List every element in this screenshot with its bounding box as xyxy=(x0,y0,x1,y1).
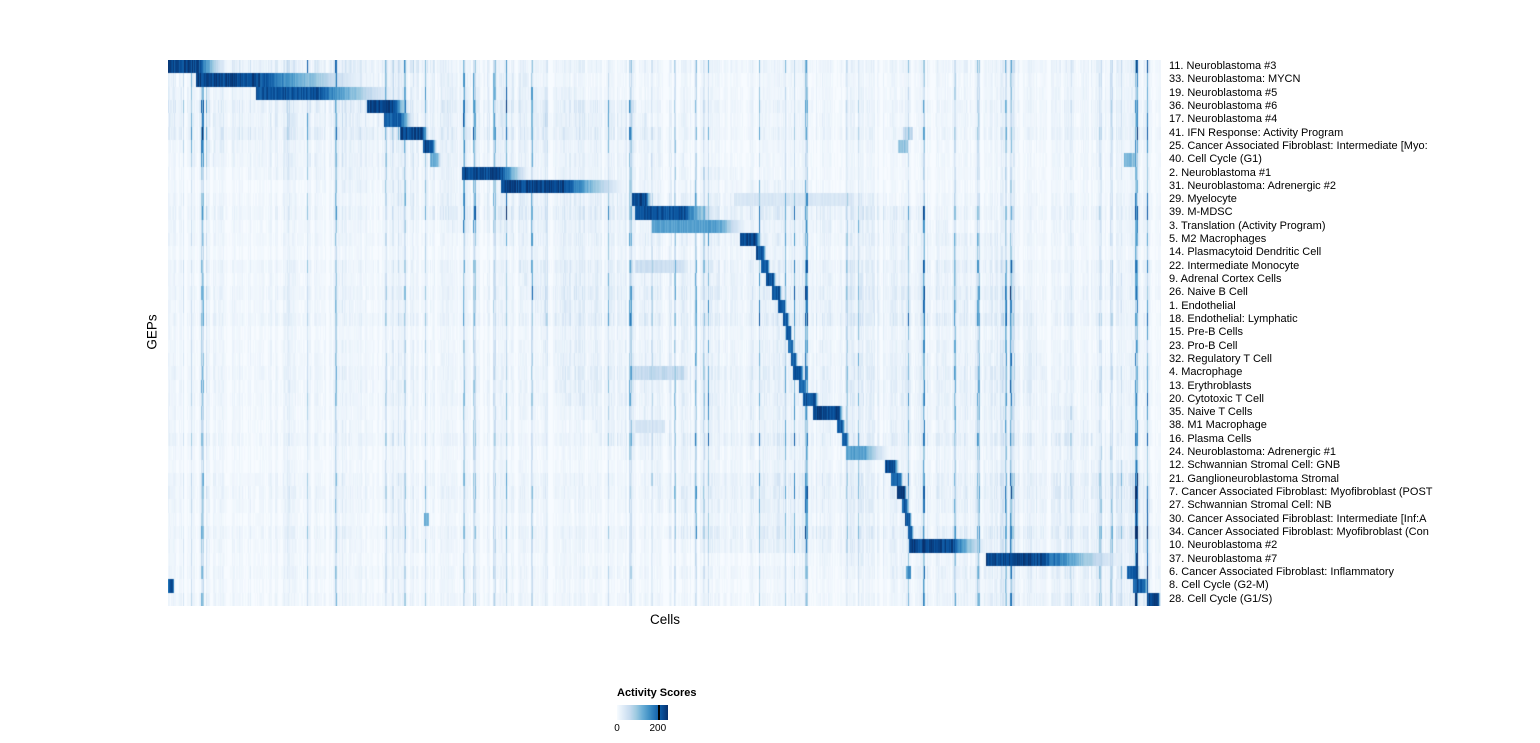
row-label: 34. Cancer Associated Fibroblast: Myofib… xyxy=(1169,525,1429,538)
row-label: 12. Schwannian Stromal Cell: GNB xyxy=(1169,459,1341,472)
row-label: 25. Cancer Associated Fibroblast: Interm… xyxy=(1169,139,1428,152)
legend-ticks: 0 200 xyxy=(614,723,687,735)
row-label: 18. Endothelial: Lymphatic xyxy=(1169,312,1298,325)
row-label: 32. Regulatory T Cell xyxy=(1169,352,1272,365)
row-label: 2. Neuroblastoma #1 xyxy=(1169,166,1272,179)
row-label: 38. M1 Macrophage xyxy=(1169,419,1267,432)
row-label: 8. Cell Cycle (G2-M) xyxy=(1169,579,1269,592)
legend-title: Activity Scores xyxy=(617,687,697,699)
row-label: 17. Neuroblastoma #4 xyxy=(1169,113,1278,126)
row-label: 30. Cancer Associated Fibroblast: Interm… xyxy=(1169,512,1427,525)
row-label: 20. Cytotoxic T Cell xyxy=(1169,392,1264,405)
row-label: 27. Schwannian Stromal Cell: NB xyxy=(1169,499,1332,512)
row-label: 37. Neuroblastoma #7 xyxy=(1169,552,1278,565)
row-label: 41. IFN Response: Activity Program xyxy=(1169,126,1344,139)
row-label: 3. Translation (Activity Program) xyxy=(1169,219,1326,232)
row-label: 23. Pro-B Cell xyxy=(1169,339,1238,352)
row-label: 39. M-MDSC xyxy=(1169,206,1233,219)
row-label: 22. Intermediate Monocyte xyxy=(1169,259,1300,272)
row-label: 9. Adrenal Cortex Cells xyxy=(1169,273,1282,285)
legend-tick-max: 200 xyxy=(649,723,667,734)
row-labels: 11. Neuroblastoma #3 33. Neuroblastoma: M… xyxy=(1169,60,1540,606)
row-label: 26. Naive B Cell xyxy=(1169,286,1248,299)
row-label: 29. Myelocyte xyxy=(1169,193,1237,206)
row-label: 7. Cancer Associated Fibroblast: Myofibr… xyxy=(1169,486,1433,498)
row-label: 40. Cell Cycle (G1) xyxy=(1169,153,1262,166)
legend: Activity Scores 0 200 xyxy=(614,687,757,735)
row-label: 21. Ganglioneuroblastoma Stromal xyxy=(1169,472,1339,485)
row-label: 33. Neuroblastoma: MYCN xyxy=(1169,73,1301,86)
row-label: 5. M2 Macrophages xyxy=(1169,233,1267,246)
row-label: 36. Neuroblastoma #6 xyxy=(1169,99,1278,112)
y-axis-label: GEPs xyxy=(144,314,160,350)
row-label: 31. Neuroblastoma: Adrenergic #2 xyxy=(1169,179,1336,192)
row-label: 10. Neuroblastoma #2 xyxy=(1169,539,1278,552)
row-label: 13. Erythroblasts xyxy=(1169,379,1252,392)
row-label: 1. Endothelial xyxy=(1169,299,1236,312)
legend-tick-min: 0 xyxy=(614,723,620,734)
row-label: 19. Neuroblastoma #5 xyxy=(1169,86,1278,99)
legend-colorbar xyxy=(617,705,668,720)
row-label: 24. Neuroblastoma: Adrenergic #1 xyxy=(1169,446,1336,459)
legend-max-marker xyxy=(657,705,660,720)
x-axis-label: Cells xyxy=(649,612,681,627)
row-label: 4. Macrophage xyxy=(1169,366,1243,379)
heatmap-plot-area xyxy=(168,60,1161,606)
row-label: 6. Cancer Associated Fibroblast: Inflamm… xyxy=(1169,565,1394,578)
row-label: 15. Pre-B Cells xyxy=(1169,326,1243,339)
row-label: 11. Neuroblastoma #3 xyxy=(1169,60,1277,72)
row-label: 35. Naive T Cells xyxy=(1169,406,1253,419)
row-label: 28. Cell Cycle (G1/S) xyxy=(1169,592,1273,605)
row-label: 14. Plasmacytoid Dendritic Cell xyxy=(1169,246,1322,259)
row-label: 16. Plasma Cells xyxy=(1169,432,1252,445)
